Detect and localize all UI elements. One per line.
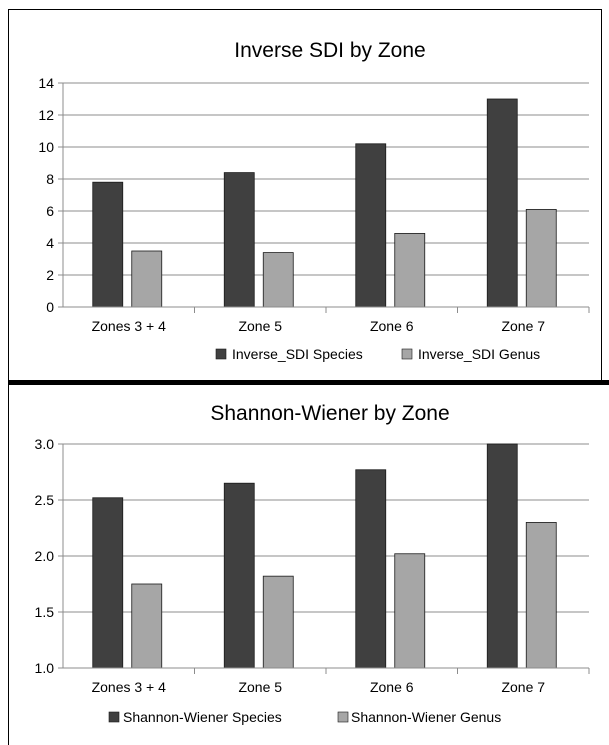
bar-species [92, 497, 124, 669]
x-tick-label: Zones 3 + 4 [92, 679, 167, 695]
bar-species [223, 482, 255, 669]
chart-title: Shannon-Wiener by Zone [210, 402, 449, 425]
bar-genus [525, 208, 557, 308]
chart-title: Inverse SDI by Zone [234, 39, 425, 62]
frame-left-border [8, 9, 9, 745]
bar-genus [262, 575, 294, 669]
bar-genus [131, 250, 163, 308]
y-tick-label: 8 [46, 171, 54, 187]
frame-top-border [8, 9, 602, 10]
y-tick-label: 0 [46, 299, 54, 315]
chart-divider [8, 380, 609, 385]
x-tick-label: Zone 6 [370, 679, 414, 695]
y-tick-label: 6 [46, 203, 54, 219]
x-tick-label: Zone 6 [370, 318, 414, 334]
legend-label: Inverse_SDI Genus [418, 346, 540, 362]
y-tick-label: 10 [38, 139, 54, 155]
bar-genus [394, 553, 426, 669]
bar-genus [394, 232, 426, 308]
bar-species [486, 443, 518, 669]
y-tick-label: 4 [46, 235, 54, 251]
y-tick-label: 3.0 [35, 436, 55, 452]
bar-genus [262, 252, 294, 308]
y-tick-label: 1.5 [35, 604, 55, 620]
bar-species [355, 143, 387, 308]
legend-swatch [337, 711, 349, 723]
legend-label: Inverse_SDI Species [232, 346, 363, 362]
bar-genus [131, 583, 163, 669]
legend-swatch [401, 348, 413, 360]
legend-label: Shannon-Wiener Species [123, 709, 282, 725]
legend-label: Shannon-Wiener Genus [351, 709, 501, 725]
y-tick-label: 2.5 [35, 492, 55, 508]
legend-swatch [108, 711, 120, 723]
legend-swatch [215, 348, 227, 360]
y-tick-label: 12 [38, 107, 54, 123]
bar-species [486, 98, 518, 308]
bar-species [92, 181, 124, 308]
y-tick-label: 14 [38, 75, 54, 91]
bar-genus [525, 522, 557, 669]
x-tick-label: Zone 5 [238, 318, 282, 334]
y-tick-label: 2.0 [35, 548, 55, 564]
x-tick-label: Zone 7 [501, 318, 545, 334]
x-tick-label: Zone 7 [501, 679, 545, 695]
y-tick-label: 2 [46, 267, 54, 283]
bar-species [223, 172, 255, 308]
x-tick-label: Zones 3 + 4 [92, 318, 167, 334]
frame-right-border [601, 9, 602, 384]
y-tick-label: 1.0 [35, 660, 55, 676]
bar-species [355, 469, 387, 669]
x-tick-label: Zone 5 [238, 679, 282, 695]
